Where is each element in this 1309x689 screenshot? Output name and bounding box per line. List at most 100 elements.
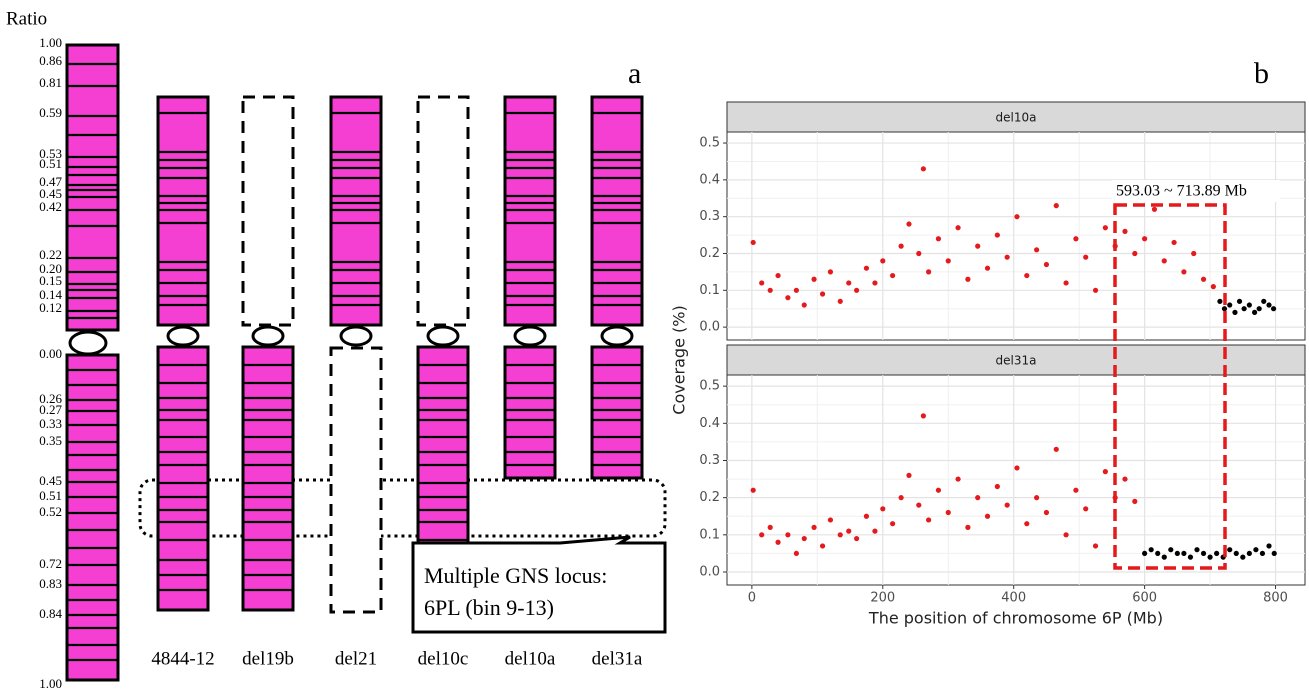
ratio-label: 0.20 (39, 261, 62, 276)
plot-area (726, 374, 1306, 586)
chromosome-arm (65, 353, 120, 682)
point (767, 287, 773, 293)
ratio-label: 0.15 (39, 273, 62, 288)
point (1151, 206, 1158, 212)
point (1210, 284, 1216, 290)
point (1024, 272, 1030, 279)
point (1266, 543, 1272, 549)
point (880, 506, 886, 512)
point (1132, 498, 1138, 504)
point (1240, 554, 1246, 560)
y-tick-label: 0.2 (699, 246, 720, 261)
ratio-label: 0.22 (39, 247, 62, 262)
point (994, 483, 1000, 490)
point (854, 535, 860, 542)
point (811, 524, 817, 530)
point (1122, 228, 1128, 234)
y-tick-label: 0.0 (699, 320, 720, 335)
point (827, 517, 834, 523)
region-box (1113, 203, 1227, 570)
ratio-label: 0.33 (39, 416, 62, 431)
point (890, 272, 896, 279)
point (872, 280, 878, 286)
facet-strip (726, 101, 1306, 133)
point (863, 265, 870, 271)
ratio-label: 0.53 (39, 146, 62, 161)
point (1168, 547, 1174, 553)
point (1221, 306, 1228, 312)
ratio-label: 0.26 (39, 391, 62, 406)
point (801, 535, 807, 542)
point (1271, 550, 1277, 557)
point (1148, 547, 1154, 553)
y-tick-label: 0.5 (699, 379, 720, 394)
point (926, 517, 932, 523)
centromere (339, 325, 373, 347)
point (1194, 547, 1200, 553)
centromere (68, 330, 108, 356)
point (775, 272, 781, 279)
y-tick-label: 0.3 (699, 209, 720, 224)
y-tick-label: 0.2 (699, 490, 720, 505)
line-label: del10c (418, 648, 469, 669)
point (1187, 554, 1194, 560)
point (1253, 547, 1259, 553)
ratio-label: 0.47 (39, 174, 62, 189)
point (1083, 506, 1089, 512)
annotation: 593.03 ~ 713.89 Mb (1116, 183, 1247, 200)
point (945, 509, 951, 516)
point (1227, 302, 1233, 308)
point (1073, 487, 1079, 493)
point (935, 487, 942, 493)
point (890, 521, 896, 527)
ratio-label: 0.00 (39, 346, 62, 361)
point (1270, 306, 1277, 312)
point (1004, 502, 1010, 508)
point (819, 291, 826, 297)
facet-strip (726, 344, 1306, 376)
point (1053, 203, 1059, 209)
point (1083, 254, 1089, 260)
ratio-label: 0.14 (39, 287, 62, 302)
point (811, 276, 817, 282)
line-label: del19b (242, 648, 294, 669)
point (906, 472, 912, 478)
point (1043, 509, 1050, 516)
ratio-label: 0.51 (39, 156, 62, 171)
point (955, 225, 961, 231)
point (846, 280, 852, 286)
point (1102, 469, 1108, 475)
y-tick-label: 0.3 (699, 453, 720, 468)
point (1200, 550, 1207, 557)
point (994, 232, 1000, 238)
point (759, 532, 765, 538)
ratio-label: 0.86 (39, 53, 62, 68)
point (1241, 306, 1247, 312)
ratio-label: 0.12 (39, 300, 62, 315)
point (1217, 298, 1223, 304)
point (955, 476, 961, 482)
point (1004, 254, 1010, 260)
point (1142, 236, 1148, 242)
point (906, 221, 912, 227)
point (898, 243, 904, 249)
point (1171, 239, 1177, 246)
y-axis-label: Coverage (%) (670, 305, 689, 414)
ratio-label: 0.51 (39, 488, 62, 503)
point (1034, 495, 1040, 501)
facet-title: del31a (996, 354, 1037, 368)
chromosome-arm (241, 345, 295, 612)
point (1191, 250, 1197, 257)
x-tick-label: 400 (1001, 591, 1026, 606)
chromosome-arm (590, 345, 644, 480)
centromere (426, 325, 460, 347)
centromere (513, 325, 547, 347)
point (1063, 532, 1069, 538)
x-tick-label: 200 (870, 591, 895, 606)
point (1207, 554, 1213, 560)
ratio-label: 0.42 (39, 199, 62, 214)
point (880, 258, 886, 264)
point (916, 502, 922, 508)
point (1251, 309, 1258, 315)
point (1092, 543, 1099, 549)
